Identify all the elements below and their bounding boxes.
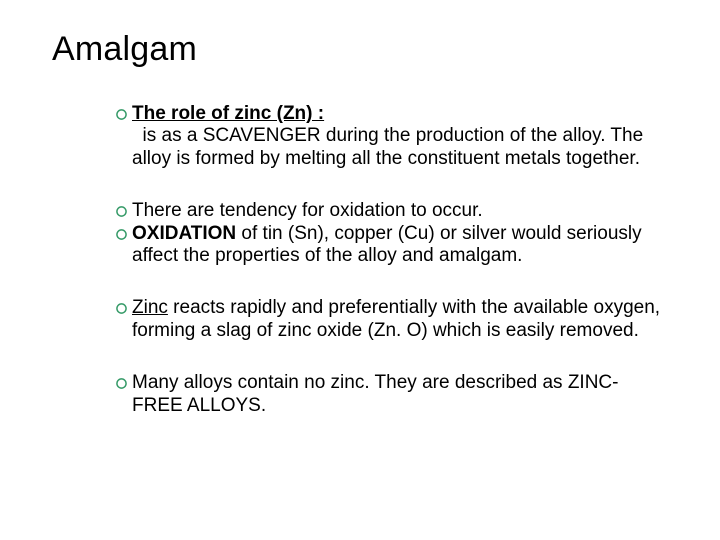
body-run: reacts rapidly and preferentially with t… xyxy=(132,297,660,340)
list-group-3: Zinc reacts rapidly and preferentially w… xyxy=(110,297,668,342)
slide: Amalgam The role of zinc (Zn) : is as a … xyxy=(0,0,720,540)
list-item: Many alloys contain no zinc. They are de… xyxy=(110,372,668,417)
bullet-icon xyxy=(110,297,132,314)
list-item: Zinc reacts rapidly and preferentially w… xyxy=(110,297,668,342)
underline-run: Zinc xyxy=(132,297,168,318)
body-text: OXIDATION of tin (Sn), copper (Cu) or si… xyxy=(132,223,668,268)
body-run: is as a SCAVENGER during the production … xyxy=(132,125,643,168)
bullet-icon xyxy=(110,223,132,240)
list-item: OXIDATION of tin (Sn), copper (Cu) or si… xyxy=(110,223,668,268)
list-group-4: Many alloys contain no zinc. They are de… xyxy=(110,372,668,417)
body-text: Many alloys contain no zinc. They are de… xyxy=(132,372,668,417)
slide-title: Amalgam xyxy=(52,30,668,69)
list-item: There are tendency for oxidation to occu… xyxy=(110,200,668,222)
bullet-icon xyxy=(110,372,132,389)
lead-text: The role of zinc (Zn) : xyxy=(132,103,324,124)
list-item: The role of zinc (Zn) : is as a SCAVENGE… xyxy=(110,103,668,170)
bullet-icon xyxy=(110,200,132,217)
slide-body: The role of zinc (Zn) : is as a SCAVENGE… xyxy=(52,103,668,417)
list-group-1: The role of zinc (Zn) : is as a SCAVENGE… xyxy=(110,103,668,170)
body-text: There are tendency for oxidation to occu… xyxy=(132,200,668,222)
body-text: The role of zinc (Zn) : is as a SCAVENGE… xyxy=(132,103,668,170)
bullet-icon xyxy=(110,103,132,120)
body-text: Zinc reacts rapidly and preferentially w… xyxy=(132,297,668,342)
bold-run: OXIDATION xyxy=(132,223,236,244)
list-group-2: There are tendency for oxidation to occu… xyxy=(110,200,668,267)
